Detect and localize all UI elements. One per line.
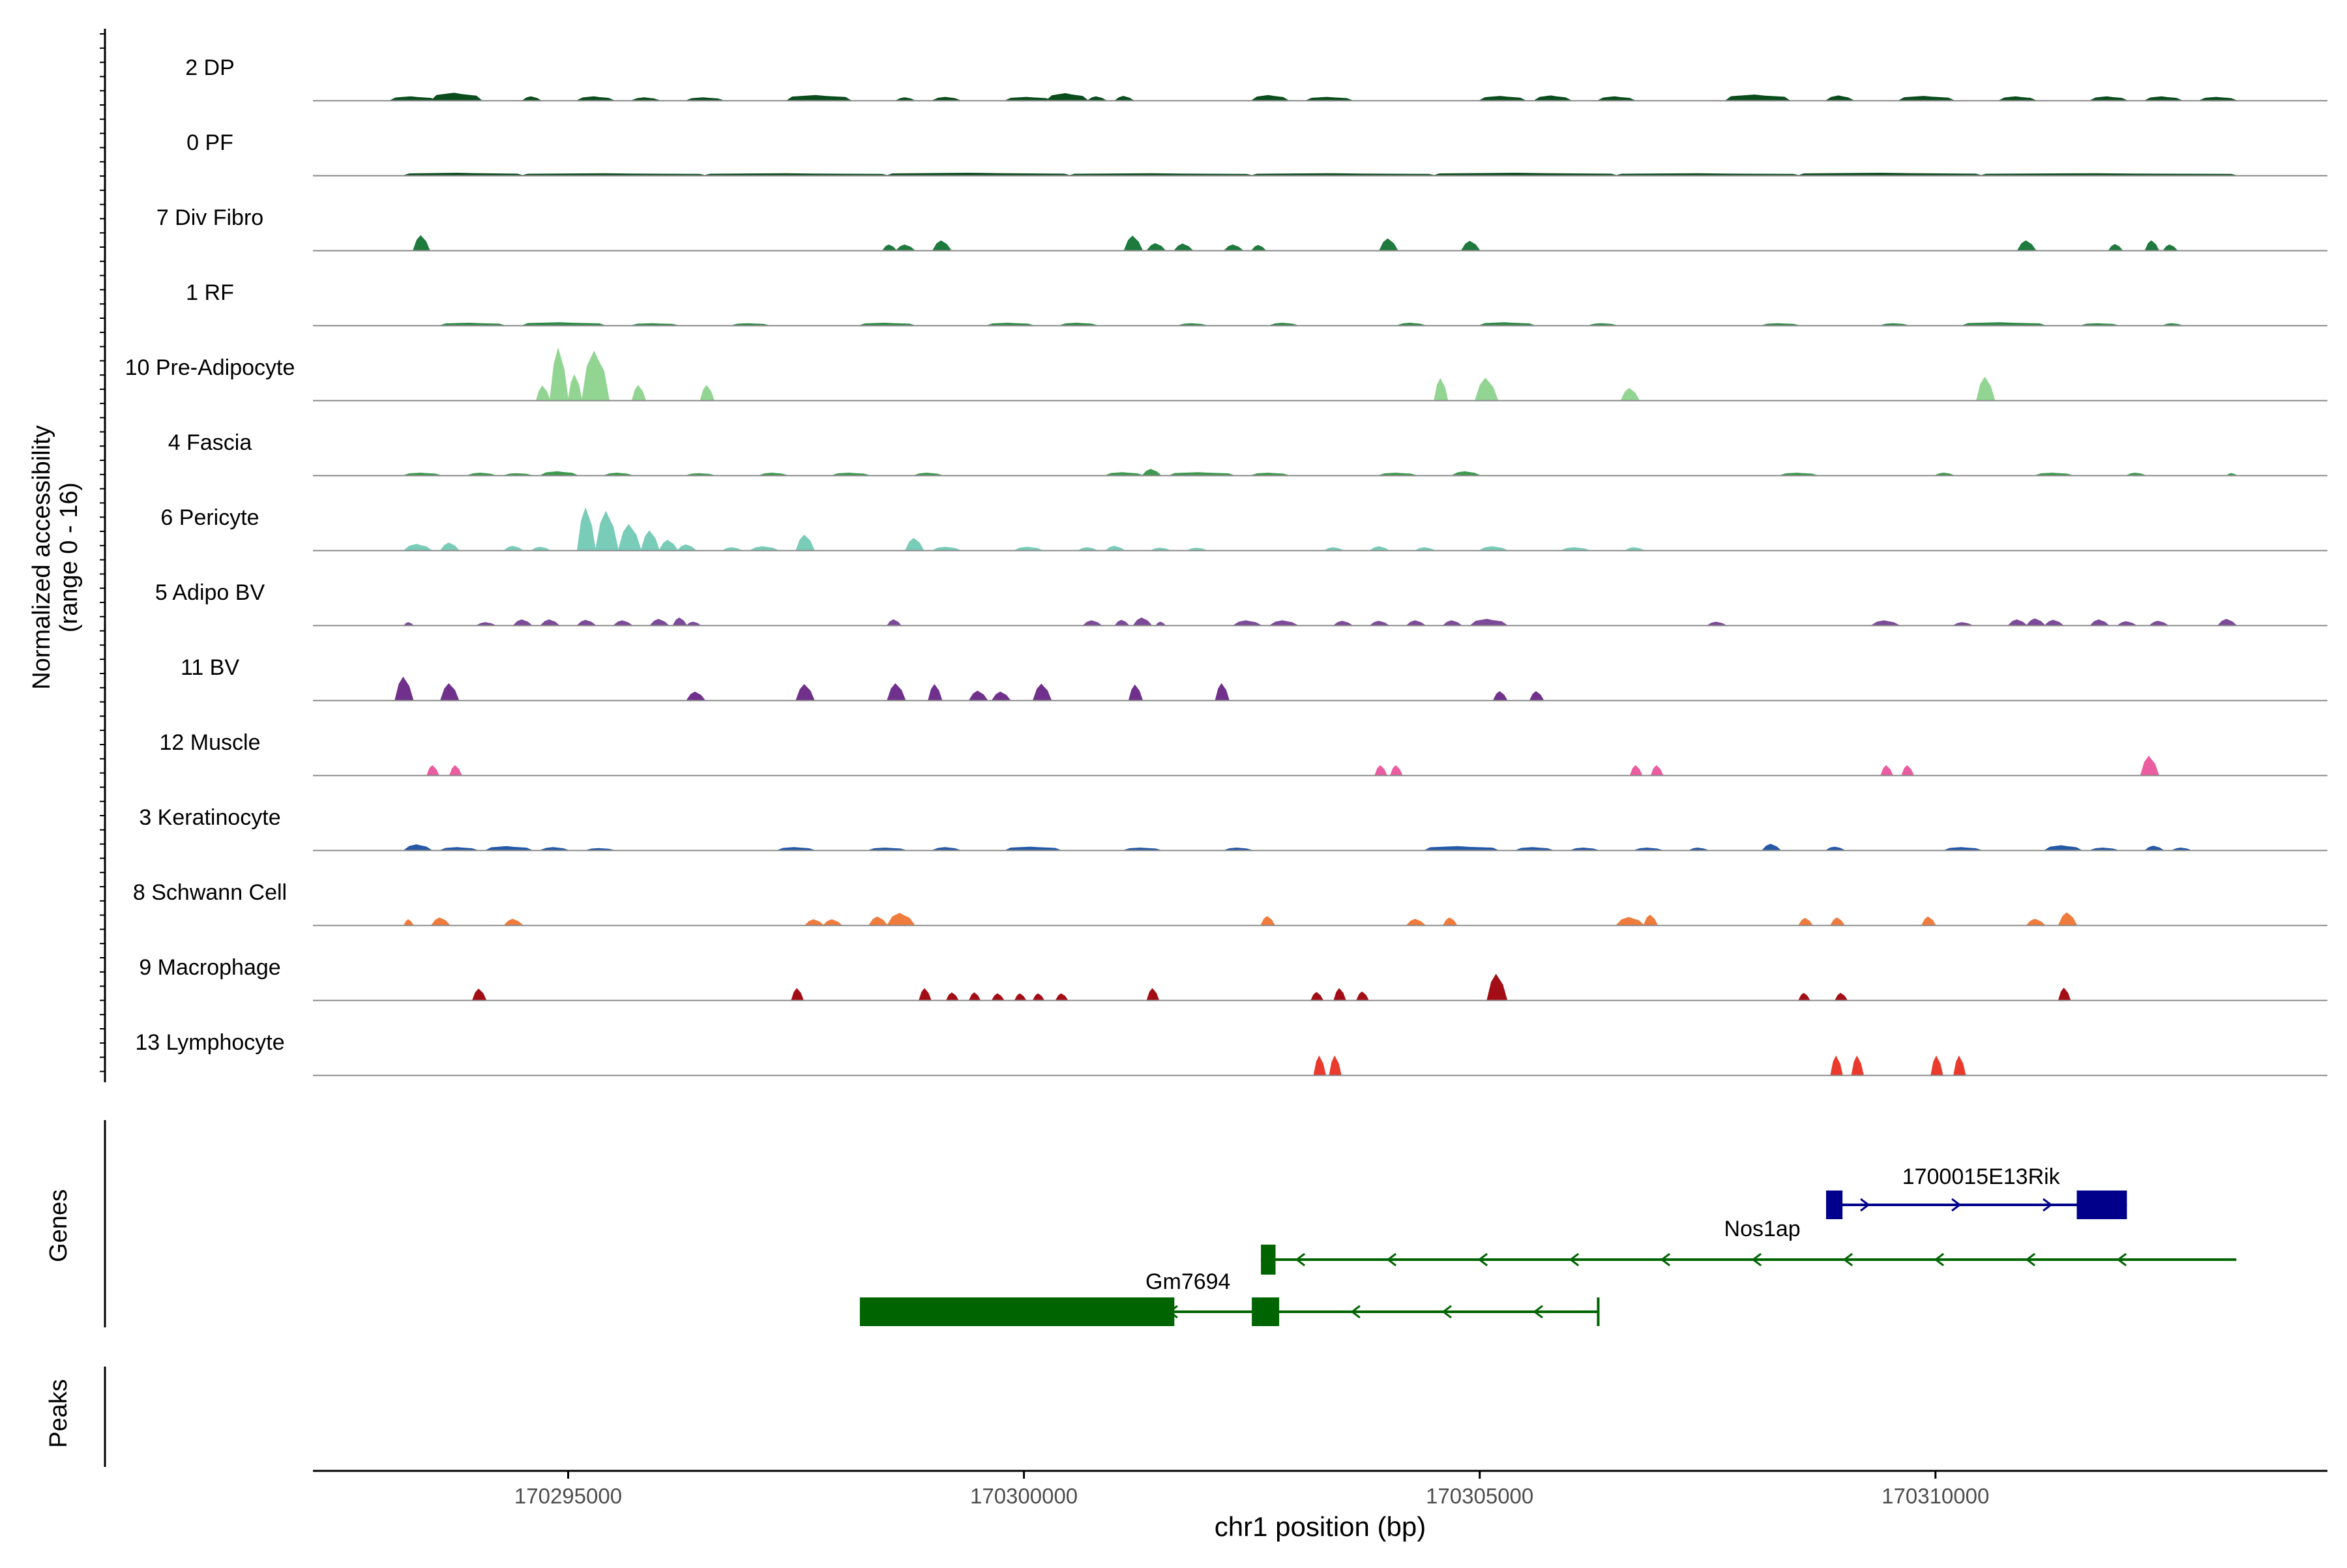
genes-panel: 1700015E13Rik Nos1ap Gm7694 [859,1164,2237,1326]
strand-arrow [1660,1252,1671,1267]
x-axis-title: chr1 position (bp) [1215,1511,1426,1542]
track-label: 10 Pre-Adipocyte [125,355,295,380]
gene-nos1ap: Nos1ap [1261,1217,2237,1275]
x-tick-label: 170310000 [1882,1484,1989,1508]
strand-arrow [1533,1305,1543,1319]
track-2-dp: 2 DP [185,55,2327,102]
gene-exon [1252,1297,1280,1326]
track-11-bv: 11 BV [181,655,2327,702]
track-label: 4 Fascia [168,430,252,455]
gene-exon [2076,1191,2127,1219]
track-label: 8 Schwann Cell [133,880,287,905]
gene-name-label: Nos1ap [1724,1217,1801,1241]
y-axis-title-line2: (range 0 - 16) [55,482,83,632]
strand-arrow [1569,1252,1580,1267]
track-8-schwann-cell: 8 Schwann Cell [133,880,2327,926]
track-7-div-fibro: 7 Div Fibro [156,205,2327,252]
strand-arrow [2025,1252,2036,1267]
track-10-pre-adipocyte: 10 Pre-Adipocyte [125,348,2327,402]
gene-1700015e13rik: 1700015E13Rik [1825,1164,2127,1219]
strand-arrow [2043,1198,2053,1212]
track-13-lymphocyte: 13 Lymphocyte [135,1030,2327,1076]
track-5-adipo-bv: 5 Adipo BV [155,580,2327,627]
strand-arrow [1386,1252,1397,1267]
gene-exon [859,1297,1175,1326]
track-label: 2 DP [185,55,235,80]
gene-exon [1261,1245,1276,1275]
x-tick-label: 170305000 [1426,1484,1533,1508]
x-tick-label: 170300000 [970,1484,1078,1508]
gene-name-label: 1700015E13Rik [1902,1164,2061,1189]
track-label: 0 PF [186,130,233,155]
track-3-keratinocyte: 3 Keratinocyte [139,805,2327,851]
track-1-rf: 1 RF [186,280,2327,327]
panel-labels: Normalized accessibility (range 0 - 16) … [28,425,1426,1542]
strand-arrow [1860,1198,1870,1212]
track-label: 3 Keratinocyte [139,805,280,830]
track-0-pf: 0 PF [186,130,2327,177]
track-6-pericyte: 6 Pericyte [160,505,2327,552]
track-label: 5 Adipo BV [155,580,265,605]
track-label: 7 Div Fibro [156,205,263,230]
track-12-muscle: 12 Muscle [160,730,2327,777]
track-label: 11 BV [181,655,239,680]
gene-gm7694: Gm7694 [859,1269,1600,1326]
gene-name-label: Gm7694 [1145,1269,1230,1294]
y-axis-title-line1: Normalized accessibility [28,425,55,689]
x-tick-label: 170295000 [514,1484,622,1508]
track-label: 9 Macrophage [139,955,280,980]
accessibility-tracks: 2 DP 0 PF 7 Div Fibro 1 RF 10 Pre-Adipocyte 4… [125,55,2327,1076]
strand-arrow [1751,1252,1762,1267]
track-label: 6 Pericyte [160,505,259,530]
position-axis: 170295000 170300000 170305000 170310000 [100,29,2327,1508]
track-label: 1 RF [186,280,234,305]
genes-panel-label: Genes [45,1189,72,1262]
gene-exon [1825,1191,1843,1219]
peaks-panel-label: Peaks [45,1379,72,1448]
strand-arrow [1477,1252,1488,1267]
strand-arrow [1951,1198,1962,1212]
strand-arrow [1441,1305,1452,1319]
track-label: 12 Muscle [160,730,261,755]
track-4-fascia: 4 Fascia [168,430,2327,477]
strand-arrow [1934,1252,1945,1267]
strand-arrow [1295,1252,1306,1267]
track-9-macrophage: 9 Macrophage [139,955,2327,1001]
track-label: 13 Lymphocyte [135,1030,284,1055]
strand-arrow [1350,1305,1361,1319]
strand-arrow [2116,1252,2127,1267]
strand-arrow [1842,1252,1853,1267]
